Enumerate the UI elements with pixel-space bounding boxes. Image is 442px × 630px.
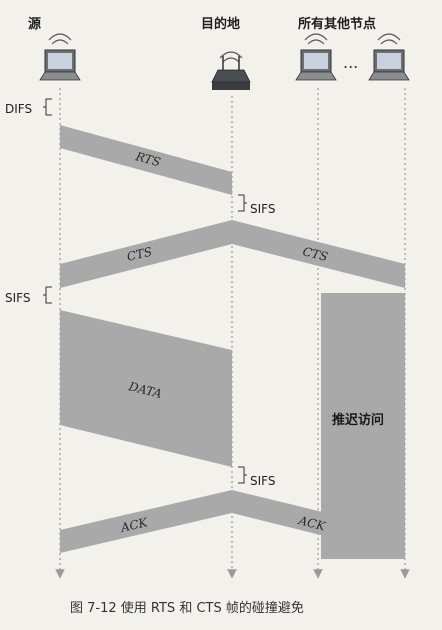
destination-label: 目的地 xyxy=(201,16,240,32)
rts-label: RTS xyxy=(133,149,162,169)
laptop-icon xyxy=(368,49,410,81)
other-nodes-label: 所有其他节点 xyxy=(298,16,376,32)
ack-band-to-others xyxy=(232,490,405,556)
sifs-label: SIFS xyxy=(5,291,30,305)
ack-label: ACK xyxy=(119,515,150,535)
cts-band-to-source xyxy=(60,220,232,288)
sifs-label: SIFS xyxy=(250,474,275,488)
rts-band xyxy=(60,125,232,195)
ack-label: ACK xyxy=(296,513,327,534)
figure-caption: 图 7-12 使用 RTS 和 CTS 帧的碰撞避免 xyxy=(70,600,304,616)
ack-band-to-source xyxy=(60,490,232,553)
defer-access-label: 推迟访问 xyxy=(332,412,384,428)
source-label: 源 xyxy=(28,16,41,32)
laptop-icon xyxy=(39,49,81,81)
cts-band-to-others xyxy=(232,220,405,288)
difs-bracket xyxy=(43,98,52,116)
cts-label: CTS xyxy=(301,244,329,264)
wifi-signal-icon xyxy=(48,33,401,63)
cts-label: CTS xyxy=(126,245,154,264)
defer-access-block xyxy=(321,293,405,559)
difs-label: DIFS xyxy=(5,102,32,116)
sifs-bracket xyxy=(43,286,52,304)
wireless-router-icon xyxy=(211,56,251,90)
sifs-bracket xyxy=(238,194,247,212)
data-band xyxy=(60,310,232,467)
laptop-icon xyxy=(295,49,337,81)
sifs-label: SIFS xyxy=(250,202,275,216)
sifs-bracket xyxy=(238,466,247,484)
ellipsis-dots: ... xyxy=(343,53,358,72)
